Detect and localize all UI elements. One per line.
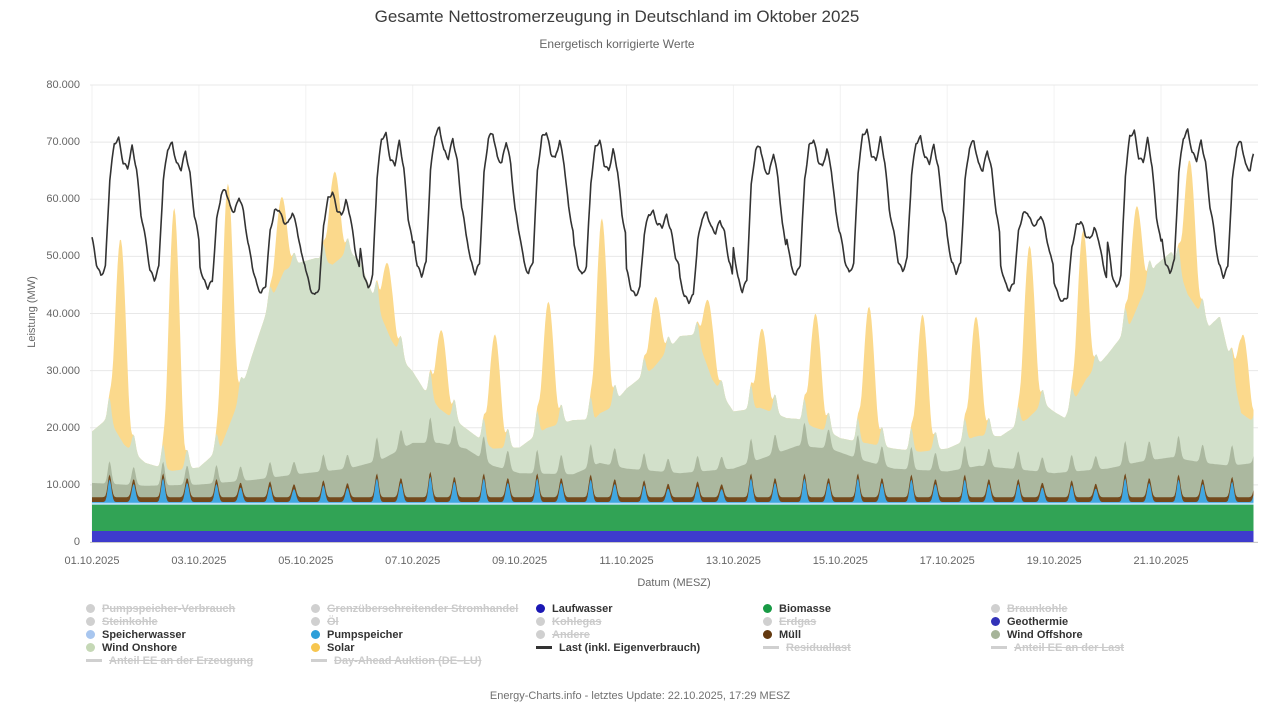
area-laufwasser (92, 531, 1254, 542)
legend-item-andere[interactable]: Andere (536, 628, 590, 641)
x-tick-label: 15.10.2025 (812, 555, 868, 567)
x-tick-label: 09.10.2025 (492, 555, 548, 567)
legend-swatch-geothermie (991, 617, 1000, 627)
legend-label: Steinkohle (102, 615, 158, 628)
y-axis-title: Leistung (MW) (26, 276, 38, 348)
legend-swatch-andere (536, 630, 545, 640)
legend-item-braunkohle[interactable]: Braunkohle (991, 602, 1068, 615)
legend-item-erdgas[interactable]: Erdgas (763, 615, 816, 628)
y-tick-label: 0 (73, 536, 80, 548)
x-tick-label: 03.10.2025 (171, 555, 227, 567)
legend-label: Wind Offshore (1007, 628, 1083, 641)
legend-swatch-kohlegas (536, 617, 545, 627)
legend-swatch-pumpspeicher (311, 630, 320, 640)
legend-label: Pumpspeicher (327, 628, 403, 641)
x-tick-label: 07.10.2025 (385, 555, 441, 567)
legend-item-kohlegas[interactable]: Kohlegas (536, 615, 602, 628)
legend-label: Anteil EE an der Last (1014, 641, 1125, 654)
legend-swatch-steinkohle (86, 617, 95, 627)
legend-item-anteil-ee-an-der-erzeugung[interactable]: Anteil EE an der Erzeugung (86, 654, 253, 667)
chart-title: Gesamte Nettostromerzeugung in Deutschla… (374, 7, 860, 26)
legend-label: Braunkohle (1007, 602, 1068, 615)
legend-item-pumpspeicher-verbrauch[interactable]: Pumpspeicher-Verbrauch (86, 602, 235, 615)
x-tick-label: 01.10.2025 (64, 555, 120, 567)
y-tick-label: 30.000 (46, 364, 80, 377)
legend-label: Biomasse (779, 602, 831, 615)
legend-label: Kohlegas (552, 615, 602, 628)
y-tick-label: 10.000 (46, 478, 80, 491)
legend-item-laufwasser[interactable]: Laufwasser (536, 602, 613, 615)
x-tick-label: 11.10.2025 (599, 555, 654, 567)
legend-label: Erdgas (779, 615, 817, 628)
chart-subtitle: Energetisch korrigierte Werte (539, 37, 695, 51)
legend-label: Last (inkl. Eigenverbrauch) (559, 641, 701, 654)
x-tick-label: 13.10.2025 (705, 555, 761, 567)
legend-label: Laufwasser (552, 602, 613, 615)
legend-swatch-m-ll (763, 630, 772, 640)
legend-item-residuallast[interactable]: Residuallast (763, 641, 851, 654)
y-tick-label: 40.000 (46, 307, 80, 320)
x-tick-label: 19.10.2025 (1026, 555, 1082, 567)
legend-label: Wind Onshore (102, 641, 178, 654)
y-tick-label: 20.000 (46, 421, 80, 434)
legend-swatch-pumpspeicher-verbrauch (86, 604, 95, 613)
legend-item-pumpspeicher[interactable]: Pumpspeicher (311, 628, 403, 641)
legend-swatch-anteil-ee-an-der-erzeugung (86, 659, 102, 663)
legend-item-biomasse[interactable]: Biomasse (763, 602, 831, 615)
legend-item-wind-onshore[interactable]: Wind Onshore (86, 641, 177, 654)
legend-item-solar[interactable]: Solar (311, 641, 355, 654)
legend-swatch-laufwasser (536, 604, 545, 613)
legend-item-speicherwasser[interactable]: Speicherwasser (86, 628, 186, 641)
legend-swatch-anteil-ee-an-der-last (991, 646, 1007, 650)
legend-label: Müll (779, 628, 801, 641)
legend-swatch-last-inkl-eigenverbrauch (536, 646, 552, 650)
legend-swatch-grenz-berschreitender-stromhandel (311, 604, 320, 613)
legend-item-geothermie[interactable]: Geothermie (991, 615, 1068, 628)
x-tick-label: 21.10.2025 (1133, 555, 1189, 567)
legend-label: Geothermie (1007, 615, 1069, 628)
legend-item-day-ahead-auktion-de-lu[interactable]: Day-Ahead Auktion (DE–LU) (311, 654, 482, 667)
legend-label: Anteil EE an der Erzeugung (109, 654, 254, 667)
legend-swatch-wind-offshore (991, 630, 1000, 640)
legend-label: Öl (327, 615, 339, 628)
legend-swatch-speicherwasser (86, 630, 95, 640)
legend-swatch-day-ahead-auktion-de-lu (311, 659, 327, 663)
legend-swatch-residuallast (763, 646, 779, 650)
legend-swatch-braunkohle (991, 604, 1000, 613)
legend-swatch-biomasse (763, 604, 772, 613)
y-tick-label: 50.000 (46, 250, 80, 263)
legend-swatch-l (311, 617, 320, 627)
legend-label: Residuallast (786, 641, 851, 654)
legend-label: Day-Ahead Auktion (DE–LU) (334, 654, 482, 667)
legend-label: Speicherwasser (102, 628, 186, 641)
legend-swatch-wind-onshore (86, 643, 95, 653)
legend-label: Andere (552, 628, 590, 641)
legend-label: Pumpspeicher-Verbrauch (102, 602, 236, 615)
legend-item-anteil-ee-an-der-last[interactable]: Anteil EE an der Last (991, 641, 1124, 654)
y-tick-label: 70.000 (46, 136, 80, 149)
legend-item-m-ll[interactable]: Müll (763, 628, 801, 641)
legend-label: Solar (327, 641, 355, 654)
legend-item-l[interactable]: Öl (311, 615, 339, 628)
x-axis-title: Datum (MESZ) (637, 577, 711, 589)
x-tick-label: 17.10.2025 (919, 555, 975, 567)
load-line (91, 126, 1255, 305)
footer-note: Energy-Charts.info - letztes Update: 22.… (489, 690, 791, 702)
legend-item-wind-offshore[interactable]: Wind Offshore (991, 628, 1083, 641)
legend-item-steinkohle[interactable]: Steinkohle (86, 615, 158, 628)
legend-item-last-inkl-eigenverbrauch[interactable]: Last (inkl. Eigenverbrauch) (536, 641, 700, 654)
y-tick-label: 60.000 (46, 193, 80, 206)
y-tick-label: 80.000 (46, 79, 80, 91)
legend-label: Grenzüberschreitender Stromhandel (327, 602, 519, 615)
legend-swatch-erdgas (763, 617, 772, 627)
legend-swatch-solar (311, 643, 320, 653)
x-tick-label: 05.10.2025 (278, 555, 334, 567)
legend-item-grenz-berschreitender-stromhandel[interactable]: Grenzüberschreitender Stromhandel (311, 602, 518, 615)
